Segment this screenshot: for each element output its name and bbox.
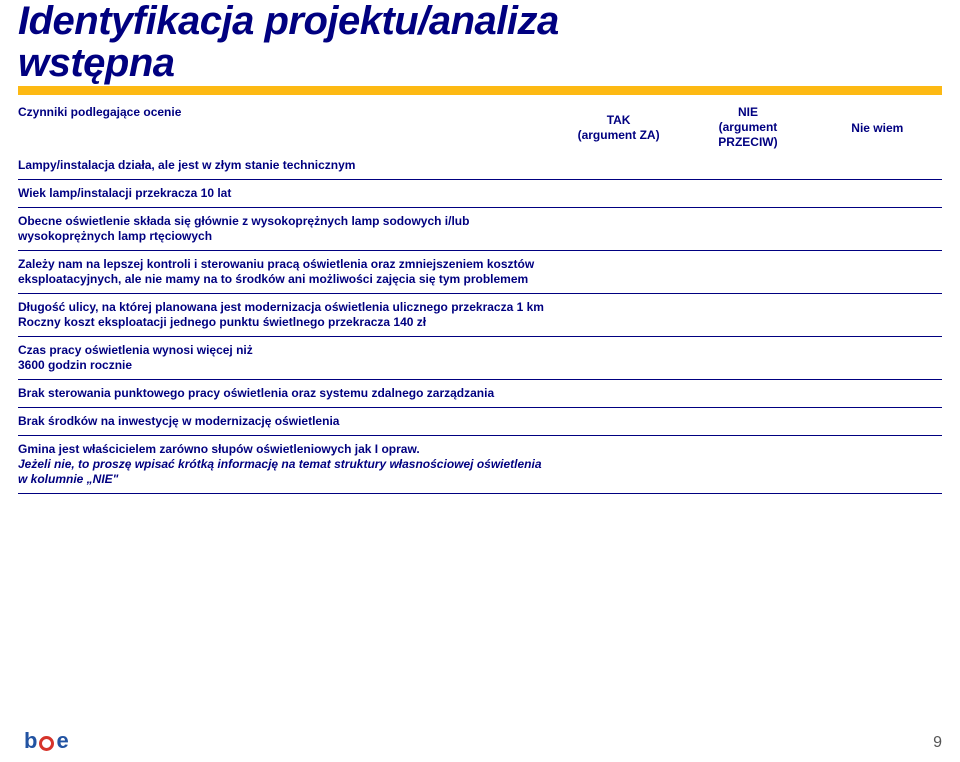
slide-title-line2: wstępna [18,42,942,84]
row-cell-empty [554,251,683,294]
footer: b e 9 [0,730,960,752]
logo-ring-icon [39,736,54,751]
row-cell-empty [683,152,812,180]
header-dontknow-l1: Nie wiem [817,121,938,135]
logo-letter-b: b [24,730,37,752]
title-underline [18,86,942,95]
header-yes-l2: (argument ZA) [558,128,679,143]
row-cell-empty [683,337,812,380]
row-cell-empty [813,436,942,494]
logo-letter-e: e [56,730,68,752]
row-cell-empty [554,208,683,251]
row-cell-empty [554,436,683,494]
header-yes-l1: TAK [558,113,679,128]
slide-title-block: Identyfikacja projektu/analiza wstępna [18,0,942,95]
table-header-row: Czynniki podlegające ocenie TAK (argumen… [18,101,942,152]
header-no-l2: (argument [687,120,808,135]
header-no: NIE (argument PRZECIW) [683,101,812,152]
table-row: Lampy/instalacja działa, ale jest w złym… [18,152,942,180]
row-cell-empty [683,180,812,208]
row-cell-empty [683,436,812,494]
table-row: Brak środków na inwestycję w modernizacj… [18,408,942,436]
table-row: Długość ulicy, na której planowana jest … [18,294,942,337]
row-cell-empty [813,337,942,380]
table-row: Brak sterowania punktowego pracy oświetl… [18,380,942,408]
row-cell-empty [813,208,942,251]
row-cell-empty [683,251,812,294]
row-label: Brak sterowania punktowego pracy oświetl… [18,380,554,408]
row-cell-empty [554,180,683,208]
row-cell-empty [554,337,683,380]
table-row: Wiek lamp/instalacji przekracza 10 lat [18,180,942,208]
row-label: Czas pracy oświetlenia wynosi więcej niż… [18,337,554,380]
row-label: Lampy/instalacja działa, ale jest w złym… [18,152,554,180]
criteria-table-wrap: Czynniki podlegające ocenie TAK (argumen… [18,101,942,494]
row-cell-empty [813,380,942,408]
row-cell-empty [813,152,942,180]
header-no-l3: PRZECIW) [687,135,808,150]
row-label: Brak środków na inwestycję w modernizacj… [18,408,554,436]
table-row: Zależy nam na lepszej kontroli i sterowa… [18,251,942,294]
header-factors-label: Czynniki podlegające ocenie [18,105,548,119]
row-label: Zależy nam na lepszej kontroli i sterowa… [18,251,554,294]
row-cell-empty [554,294,683,337]
row-cell-empty [683,380,812,408]
logo: b e [24,730,69,752]
row-label: Obecne oświetlenie składa się głównie z … [18,208,554,251]
header-dontknow: Nie wiem [813,101,942,152]
row-cell-empty [683,294,812,337]
page-number: 9 [933,734,942,752]
table-row: Czas pracy oświetlenia wynosi więcej niż… [18,337,942,380]
row-cell-empty [813,408,942,436]
row-label: Długość ulicy, na której planowana jest … [18,294,554,337]
slide-title-line1: Identyfikacja projektu/analiza [18,0,942,42]
row-cell-empty [554,408,683,436]
header-yes: TAK (argument ZA) [554,101,683,152]
table-row: Obecne oświetlenie składa się głównie z … [18,208,942,251]
row-cell-empty [683,408,812,436]
row-cell-empty [554,152,683,180]
row-cell-empty [554,380,683,408]
row-cell-empty [813,294,942,337]
row-label: Wiek lamp/instalacji przekracza 10 lat [18,180,554,208]
header-factors: Czynniki podlegające ocenie [18,101,554,152]
row-cell-empty [813,251,942,294]
table-row: Gmina jest właścicielem zarówno słupów o… [18,436,942,494]
criteria-table: Czynniki podlegające ocenie TAK (argumen… [18,101,942,494]
row-label: Gmina jest właścicielem zarówno słupów o… [18,436,554,494]
row-cell-empty [813,180,942,208]
row-cell-empty [683,208,812,251]
header-no-l1: NIE [687,105,808,120]
